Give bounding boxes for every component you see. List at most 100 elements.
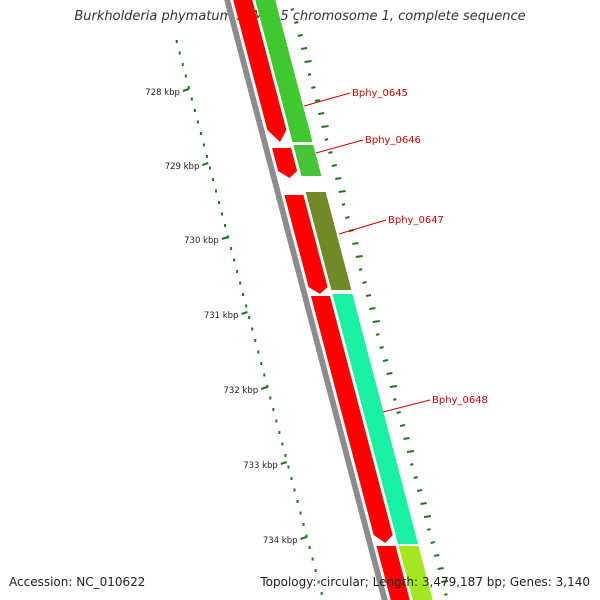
gc-skew-dash xyxy=(437,567,444,570)
tick-mark xyxy=(280,461,288,465)
gc-skew-dash xyxy=(444,593,448,596)
tick-mark xyxy=(260,386,268,390)
gc-skew-dash xyxy=(396,411,401,414)
gc-skew-dash xyxy=(427,528,431,531)
gc-skew-dash xyxy=(365,294,372,297)
gc-skew-dash xyxy=(375,333,380,336)
orf-arrow xyxy=(376,546,410,600)
gc-dot xyxy=(308,546,311,549)
gene-label-bphy_0646: Bphy_0646 xyxy=(365,135,421,146)
gc-skew-dash xyxy=(304,60,312,63)
gc-dot xyxy=(224,224,227,227)
tick-label: 730 kbp xyxy=(184,236,219,246)
gene-block xyxy=(305,192,352,290)
gc-dot xyxy=(314,569,317,572)
gc-skew-dash xyxy=(372,320,380,323)
gc-dot xyxy=(299,511,302,515)
gc-skew-dash xyxy=(399,424,406,427)
tick-label: 733 kbp xyxy=(243,461,278,471)
gc-dot xyxy=(251,327,254,331)
gc-dot xyxy=(269,396,272,400)
gc-dot xyxy=(281,442,284,446)
gc-dot xyxy=(311,557,314,561)
gc-dot xyxy=(208,166,211,170)
gc-dot xyxy=(248,316,251,319)
gc-dot xyxy=(187,86,190,89)
gc-skew-dash xyxy=(300,47,308,50)
gc-dot xyxy=(178,51,181,55)
gc-dot xyxy=(227,235,230,239)
tick-mark xyxy=(182,88,190,92)
gc-dot xyxy=(278,431,281,434)
gc-dot xyxy=(202,143,205,147)
gc-dot xyxy=(257,350,260,354)
gc-skew-dash xyxy=(307,73,312,76)
gc-skew-dash xyxy=(328,151,333,154)
gc-dot xyxy=(199,132,202,135)
gc-dot xyxy=(181,63,184,66)
gc-skew-dash xyxy=(358,268,363,271)
gc-skew-dash xyxy=(321,125,329,128)
gc-skew-dash xyxy=(409,463,414,466)
topology-summary: Topology: circular; Length: 3,479,187 bp… xyxy=(260,575,590,589)
gc-dot xyxy=(242,293,245,296)
gc-skew-dash xyxy=(338,190,346,193)
gc-skew-dash xyxy=(352,242,359,245)
gc-dot xyxy=(193,109,196,112)
accession-text: Accession: NC_010622 xyxy=(9,575,146,589)
tick-mark xyxy=(202,162,209,166)
gc-dot xyxy=(239,281,242,285)
gc-skew-dash xyxy=(314,99,320,102)
orf-track xyxy=(233,0,410,600)
gc-skew-dash xyxy=(406,450,415,453)
gc-skew-dash xyxy=(355,255,363,258)
gc-skew-dash xyxy=(416,489,423,492)
gc-dot xyxy=(290,477,293,480)
gc-skew-dash xyxy=(345,216,350,219)
tick-mark xyxy=(221,236,229,240)
gc-skew-dash xyxy=(389,385,397,388)
tick-mark xyxy=(300,536,307,540)
gc-skew-dash xyxy=(369,307,376,310)
gc-skew-dash xyxy=(297,34,303,37)
gc-dot xyxy=(254,339,257,342)
gc-dot xyxy=(236,270,239,273)
label-leader-line xyxy=(315,139,364,154)
gc-dot xyxy=(190,97,193,101)
gc-skew-dash xyxy=(294,21,299,24)
tick-label: 731 kbp xyxy=(204,311,239,321)
gc-skew-dash xyxy=(311,86,316,89)
orf-arrow xyxy=(310,296,393,543)
orf-arrow xyxy=(272,148,298,178)
tick-label: 728 kbp xyxy=(145,88,180,98)
gc-dot xyxy=(272,408,275,411)
gc-dot xyxy=(320,592,323,595)
gene-labels: Bphy_0645 Bphy_0646 Bphy_0647 Bphy_0648 xyxy=(303,88,488,413)
gc-skew-dash xyxy=(362,281,367,284)
gc-skew-dash xyxy=(440,580,449,583)
gc-dot xyxy=(245,304,248,308)
gene-block xyxy=(293,145,322,176)
gc-dot xyxy=(275,419,278,423)
gc-content-dots xyxy=(175,8,449,596)
tick-label: 732 kbp xyxy=(224,386,259,396)
gc-dot xyxy=(230,247,233,250)
gc-dot xyxy=(205,155,208,158)
label-leader-line xyxy=(338,219,387,235)
gene-block xyxy=(398,546,433,600)
gene-track xyxy=(255,0,433,600)
gc-dot xyxy=(196,120,199,124)
gc-dot xyxy=(218,201,221,204)
backbone-line xyxy=(224,0,388,600)
gc-dot xyxy=(214,189,217,193)
gc-skew-dash xyxy=(324,138,329,141)
gc-dot xyxy=(211,178,214,181)
gc-dot xyxy=(266,385,269,388)
tick-label: 729 kbp xyxy=(165,162,200,172)
gc-dot xyxy=(233,258,236,262)
map-title: Burkholderia phymatum STM815 chromosome … xyxy=(74,9,526,24)
gene-label-bphy_0645: Bphy_0645 xyxy=(352,88,408,99)
tick-mark xyxy=(241,311,248,315)
gc-dot xyxy=(175,40,178,43)
gc-skew-dash xyxy=(318,112,325,115)
